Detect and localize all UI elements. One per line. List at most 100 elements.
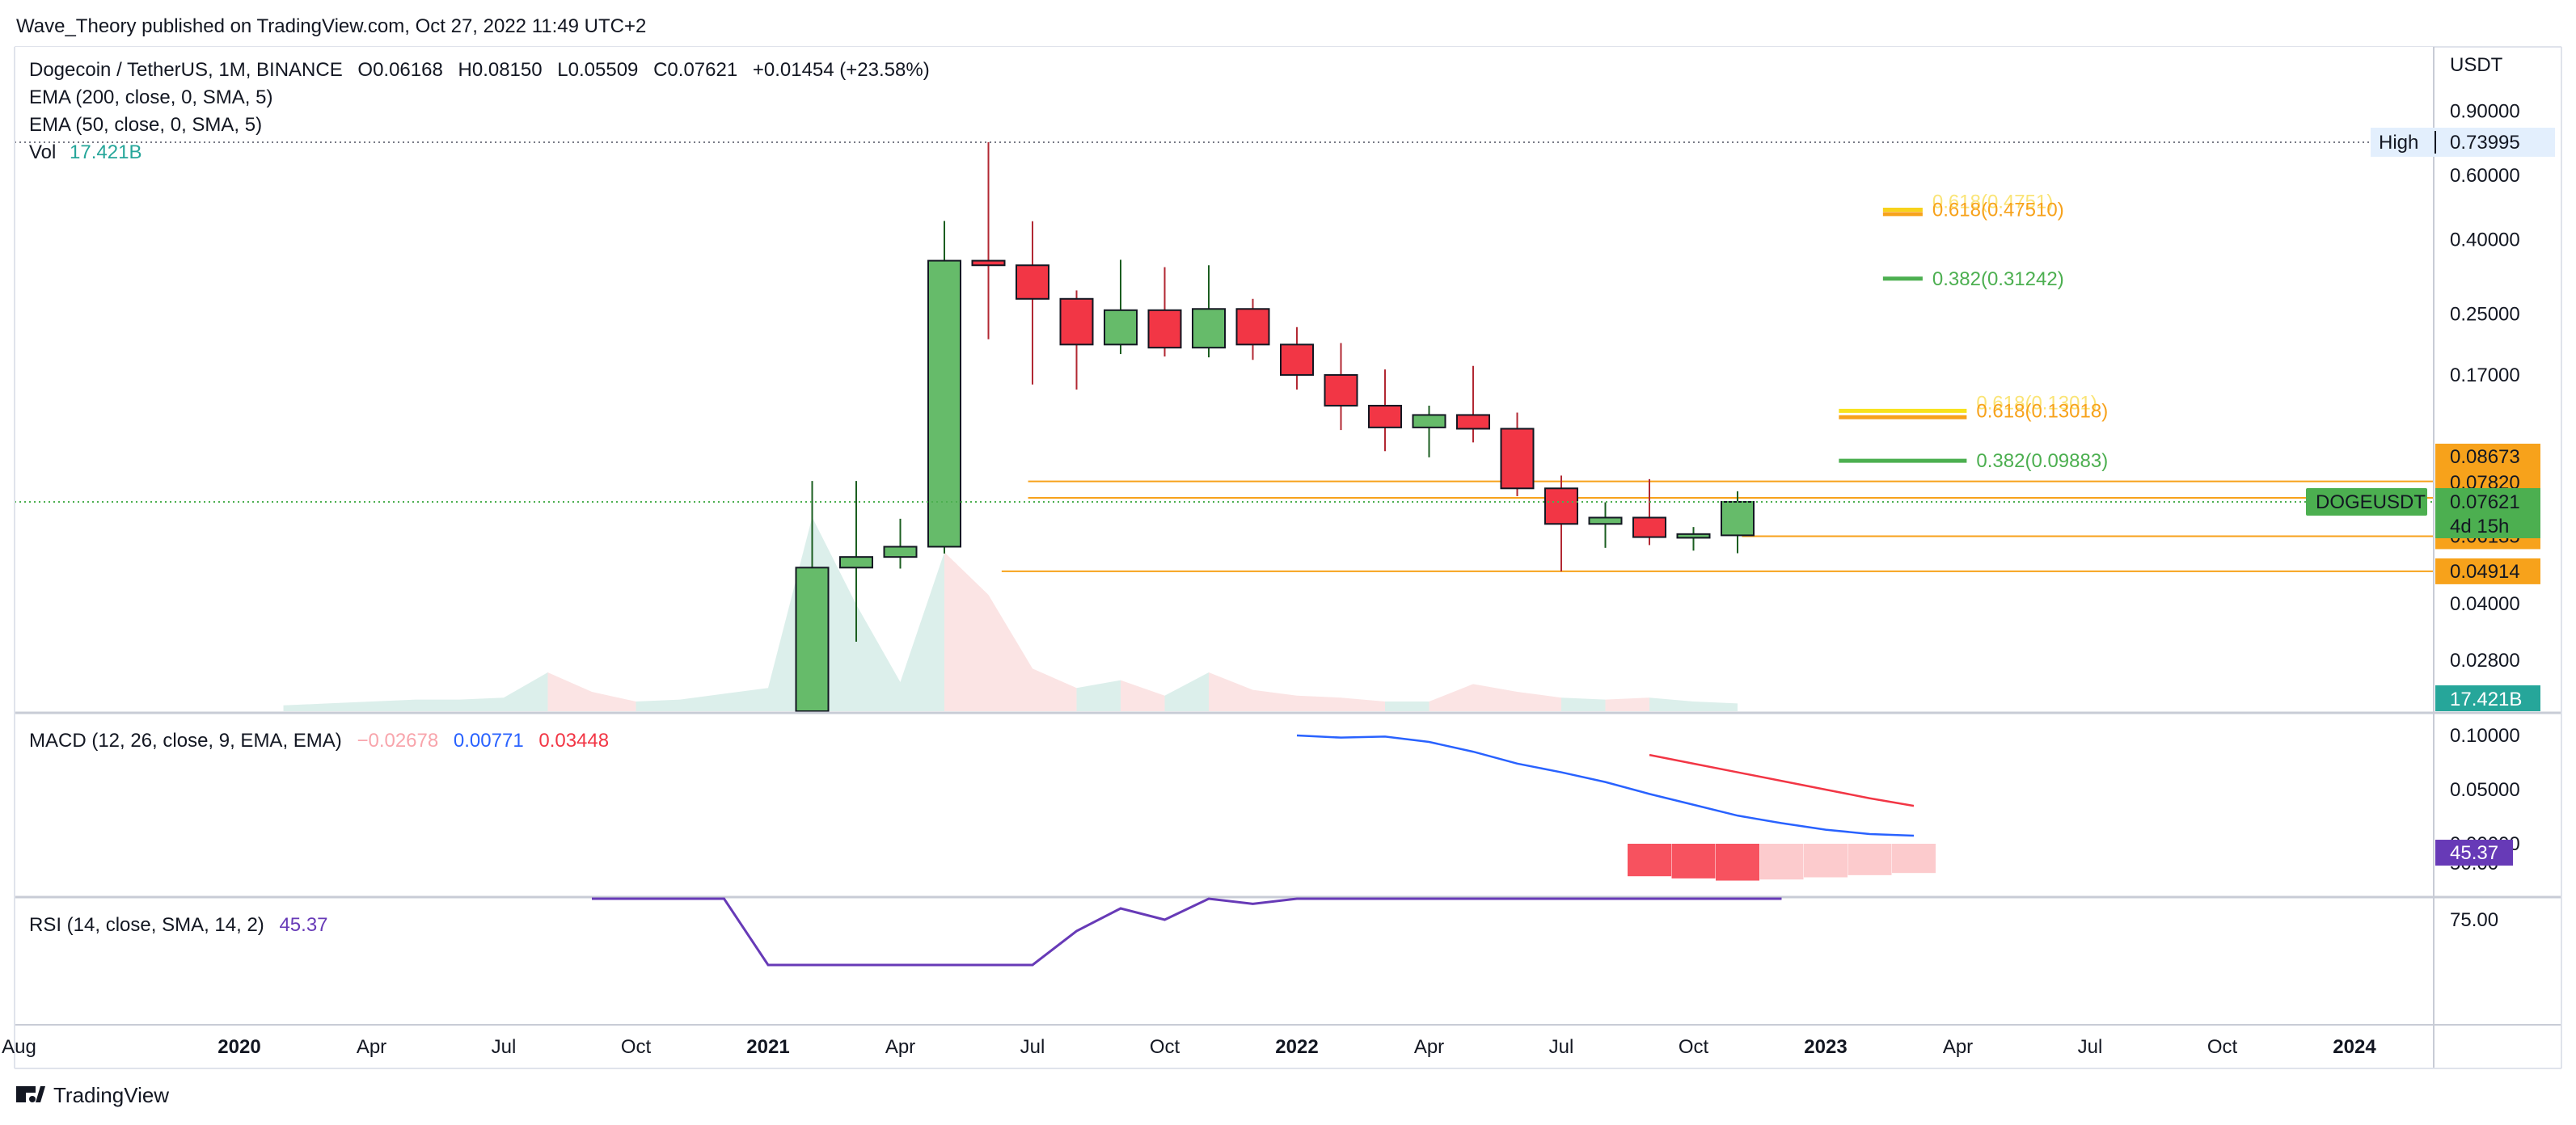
rsi-value-tag-text: 45.37	[2450, 842, 2498, 864]
macd-hist-value: −0.02678	[357, 730, 438, 752]
macd-legend: MACD (12, 26, close, 9, EMA, EMA) −0.026…	[29, 730, 609, 752]
volume-area-segment	[724, 688, 768, 711]
volume-area-segment	[944, 552, 989, 711]
candle-body-up	[927, 259, 961, 548]
legend-volume: Vol 17.421B	[29, 141, 141, 163]
rsi-label: RSI (14, close, SMA, 14, 2)	[29, 914, 264, 936]
tradingview-logo[interactable]: TradingView	[16, 1083, 169, 1107]
candle-body-down	[1016, 264, 1049, 300]
macd-histogram-bar	[1759, 844, 1804, 880]
macd-histogram-bar	[1804, 844, 1848, 878]
price-tick-label: 0.60000	[2450, 165, 2520, 187]
macd-histogram-bar	[1716, 844, 1759, 881]
candle-body-up	[1721, 500, 1755, 537]
volume-area-segment	[900, 552, 944, 711]
legend-vol-value: 17.421B	[70, 141, 141, 163]
volume-area-segment	[856, 605, 901, 711]
legend-c-value: 0.07621	[667, 59, 737, 81]
candle-body-up	[1588, 516, 1623, 525]
price-tick-label: 0.17000	[2450, 364, 2520, 386]
candle-body-down	[1324, 373, 1358, 407]
volume-area-segment	[680, 693, 724, 711]
published-caption: Wave_Theory published on TradingView.com…	[16, 15, 646, 37]
volume-area-segment	[1341, 697, 1385, 711]
price-tick-label: 0.04000	[2450, 593, 2520, 615]
time-tick-label: 2021	[746, 1036, 789, 1058]
candle-body-up	[1104, 309, 1138, 346]
time-tick-label: Oct	[621, 1036, 652, 1058]
time-tick-label: Apr	[1943, 1036, 1973, 1058]
time-tick-label: Oct	[1150, 1036, 1180, 1058]
volume-area-segment	[1561, 697, 1606, 711]
price-level-tag-bg	[2435, 443, 2540, 470]
volume-area-segment	[988, 595, 1033, 711]
volume-tag-value: 17.421B	[2450, 689, 2522, 710]
candle-body-down	[1059, 297, 1094, 346]
time-tick-label: Oct	[2207, 1036, 2238, 1058]
high-marker: High 0.73995	[2371, 128, 2555, 157]
current-symbol: DOGEUSDT	[2316, 491, 2426, 513]
volume-area-segment	[547, 672, 592, 711]
volume-area-segment	[283, 703, 327, 711]
volume-area-segment	[1385, 702, 1429, 711]
time-axis[interactable]: Aug 2020 Apr Jul Oct 2021 Apr Jul Oct 2022 Apr Jul O…	[2, 1036, 2376, 1058]
legend-change: +0.01454 (+23.58%)	[753, 59, 930, 81]
time-tick-label: Jul	[1549, 1036, 1574, 1058]
candle-body-down	[1235, 308, 1270, 346]
volume-area-segment	[459, 697, 504, 711]
candle-body-down	[971, 259, 1006, 267]
time-tick-label: Apr	[357, 1036, 386, 1058]
volume-area-segment	[504, 672, 548, 711]
price-axis[interactable]: USDT 0.90000 0.60000 0.40000 0.25000 0.17000…	[2306, 54, 2555, 931]
macd-plot	[1296, 734, 1936, 881]
current-price: 0.07621	[2450, 491, 2520, 513]
time-tick-label: 2020	[217, 1036, 260, 1058]
price-level-tag-bg	[2435, 558, 2540, 584]
rsi-legend: RSI (14, close, SMA, 14, 2) 45.37	[29, 914, 328, 936]
volume-area-segment	[1033, 668, 1077, 711]
time-tick-label: 2024	[2333, 1036, 2376, 1058]
legend-symbol: Dogecoin / TetherUS, 1M, BINANCE	[29, 59, 343, 81]
volume-histogram	[283, 517, 1738, 711]
candle-body-down	[1544, 487, 1578, 525]
time-tick-label: Apr	[1414, 1036, 1444, 1058]
time-tick-label: 2022	[1275, 1036, 1318, 1058]
candle-body-up	[1676, 533, 1711, 539]
price-tick-label: 0.02800	[2450, 650, 2520, 672]
volume-area-segment	[1076, 680, 1121, 711]
volume-tag-bg	[2435, 685, 2540, 711]
rsi-pane[interactable]	[592, 897, 1782, 967]
current-price-tag: DOGEUSDT 0.07621 4d 15h	[2306, 487, 2540, 538]
main-pane[interactable]: 0.618(0.4751)0.618(0.47510) 0.382(0.31242…	[15, 47, 2434, 712]
volume-area-segment	[1517, 692, 1561, 711]
macd-signal-line	[1649, 753, 1915, 807]
current-symbol-bg	[2306, 487, 2427, 516]
macd-pane[interactable]	[1296, 734, 1936, 881]
fib-level-label: 0.382(0.31242)	[1932, 268, 2064, 290]
time-tick-label: Jul	[2078, 1036, 2103, 1058]
price-level-tag-value: 0.04914	[2450, 561, 2520, 583]
time-tick-label: Jul	[492, 1036, 517, 1058]
candlesticks	[795, 142, 1755, 712]
candle-body-up	[795, 567, 830, 712]
support-resistance-levels	[1001, 480, 2434, 572]
volume-area-segment	[1693, 702, 1738, 711]
fib-level-label: 0.618(0.47510)	[1932, 200, 2064, 221]
volume-area-segment	[1429, 684, 1473, 711]
legend-o-label: O	[357, 59, 373, 81]
volume-area-segment	[1649, 697, 1694, 711]
currency-label: USDT	[2450, 54, 2503, 76]
candle-body-up	[1192, 308, 1226, 349]
time-tick-label: Apr	[885, 1036, 915, 1058]
rsi-legend-text: RSI (14, close, SMA, 14, 2) 45.37	[29, 914, 328, 936]
fib-level-ghost-label: 0.618(0.1301)	[1976, 392, 2097, 414]
candle-body-down	[1368, 404, 1402, 428]
legend-ema200: EMA (200, close, 0, SMA, 5)	[29, 86, 272, 108]
legend-c-label: C	[653, 59, 667, 81]
high-value: 0.73995	[2450, 132, 2520, 154]
candle-body-down	[1147, 309, 1182, 349]
high-label: High	[2379, 132, 2418, 154]
time-tick-label: Oct	[1679, 1036, 1709, 1058]
macd-histogram-bar	[1848, 844, 1892, 875]
